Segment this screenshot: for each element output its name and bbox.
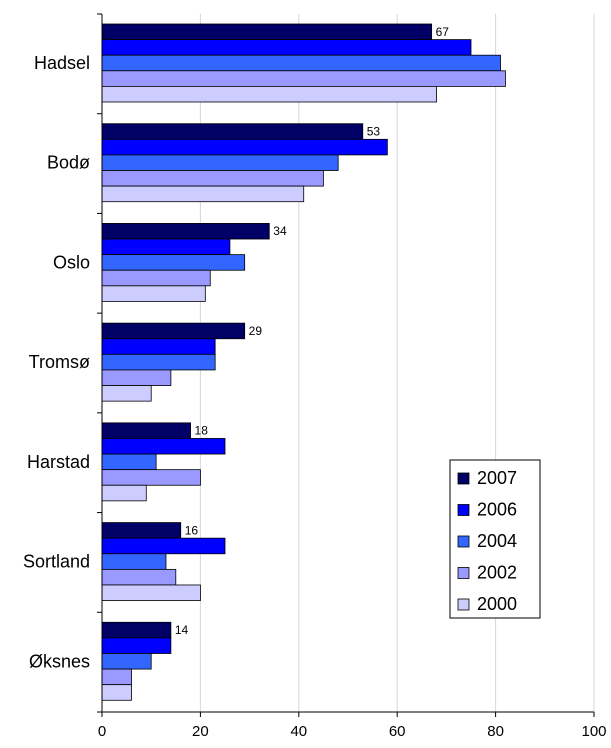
- bar-2007-6: [101, 621, 172, 639]
- bar-2002-1: [101, 170, 324, 187]
- category-label: Hadsel: [34, 53, 90, 73]
- bar-2006-4: [101, 438, 226, 455]
- bar-2006-0: [101, 39, 472, 56]
- category-labels: Hadsel Bodø Oslo Tromsø Harstad Sortland Øksne…: [23, 53, 90, 671]
- x-tick-labels: 0 20 40 60 80 100: [98, 723, 607, 740]
- bar-2002-4: [101, 469, 201, 486]
- category-label: Oslo: [53, 252, 90, 272]
- bar-2004-3: [101, 353, 216, 371]
- data-label: 34: [273, 224, 287, 238]
- axes: [97, 13, 595, 717]
- bar-2002-2: [101, 269, 211, 287]
- x-tick-label: 80: [487, 723, 504, 740]
- bar-2004-5: [101, 553, 167, 570]
- bar-2007-1: [101, 123, 364, 140]
- legend-swatch: [457, 504, 470, 516]
- bar-2002-0: [101, 70, 506, 87]
- legend-label: 2004: [477, 531, 517, 551]
- bar-2006-5: [101, 537, 226, 555]
- legend-swatch: [457, 535, 470, 548]
- bar-2000-1: [101, 185, 305, 203]
- legend-swatch: [457, 598, 470, 611]
- bar-2000-4: [101, 484, 147, 502]
- data-labels: 67 53 34 29 18 16 14: [175, 25, 449, 637]
- bar-2004-4: [101, 453, 157, 471]
- category-label: Harstad: [27, 452, 90, 472]
- data-label: 53: [367, 125, 381, 139]
- category-label: Øksnes: [29, 651, 90, 671]
- bars: [101, 23, 506, 701]
- bar-2002-5: [101, 568, 177, 586]
- data-label: 16: [185, 523, 199, 537]
- category-label: Bodø: [47, 153, 90, 173]
- category-label: Sortland: [23, 552, 90, 572]
- legend: 2007 2006 2004 2002 2000: [449, 459, 541, 619]
- bar-2002-3: [101, 369, 172, 386]
- bar-2004-0: [101, 54, 501, 72]
- data-label: 14: [175, 623, 189, 637]
- bar-2004-6: [101, 653, 152, 670]
- legend-swatch: [457, 472, 470, 485]
- x-tick-label: 0: [98, 723, 106, 740]
- category-label: Tromsø: [29, 352, 90, 372]
- bar-2007-0: [101, 23, 433, 41]
- x-tick-label: 60: [389, 723, 406, 740]
- data-label: 18: [195, 424, 209, 438]
- bar-2006-2: [101, 238, 231, 256]
- legend-label: 2002: [477, 563, 517, 583]
- bar-2006-1: [101, 138, 388, 156]
- bar-2000-2: [101, 285, 206, 302]
- data-label: 67: [436, 25, 450, 39]
- data-label: 29: [249, 324, 263, 338]
- bar-2000-5: [101, 584, 201, 601]
- legend-label: 2000: [477, 594, 517, 614]
- bar-2000-0: [101, 86, 437, 103]
- bar-2000-6: [101, 684, 132, 701]
- bar-2004-1: [101, 154, 339, 171]
- bar-2007-4: [101, 422, 191, 439]
- bar-2006-6: [101, 637, 172, 654]
- bar-2002-6: [101, 668, 132, 686]
- x-tick-label: 40: [290, 723, 307, 740]
- bar-2007-2: [101, 223, 270, 240]
- legend-swatch: [457, 567, 470, 579]
- legend-label: 2007: [477, 468, 517, 488]
- bar-2000-3: [101, 385, 152, 402]
- x-tick-label: 20: [192, 723, 209, 740]
- x-tick-label: 100: [581, 723, 606, 740]
- bar-2006-3: [101, 338, 216, 355]
- bar-2007-5: [101, 522, 182, 539]
- bar-2007-3: [101, 322, 246, 340]
- legend-label: 2006: [477, 500, 517, 520]
- bar-2004-2: [101, 254, 246, 271]
